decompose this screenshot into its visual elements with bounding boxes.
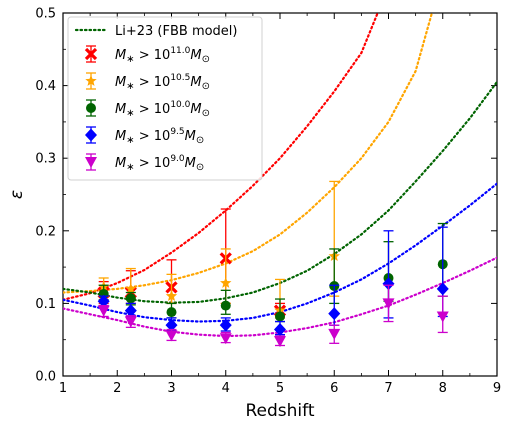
marker-diamond bbox=[85, 128, 97, 142]
y-tick-label: 0.4 bbox=[35, 79, 56, 94]
marker-diamond bbox=[124, 304, 137, 318]
marker-triangle-down bbox=[328, 328, 341, 340]
marker-diamond bbox=[219, 318, 232, 332]
marker-circle bbox=[86, 103, 96, 113]
marker-diamond bbox=[274, 323, 286, 337]
marker-x bbox=[84, 47, 98, 61]
marker-triangle-down bbox=[124, 316, 137, 328]
marker-circle bbox=[166, 307, 177, 318]
x-tick-label: 6 bbox=[330, 381, 338, 396]
marker-circle bbox=[275, 311, 285, 322]
marker-triangle-down bbox=[165, 330, 178, 342]
marker-diamond bbox=[328, 307, 341, 321]
marker-diamond bbox=[436, 282, 449, 296]
legend-model-label: Li+23 (FBB model) bbox=[115, 24, 238, 39]
x-tick-label: 8 bbox=[439, 381, 447, 396]
y-axis-label: ε bbox=[7, 190, 27, 199]
y-tick-label: 0.2 bbox=[35, 224, 56, 239]
marker-triangle-down bbox=[219, 333, 232, 345]
marker-circle bbox=[220, 300, 231, 311]
marker-diamond bbox=[165, 318, 178, 332]
marker-triangle-down bbox=[436, 311, 449, 323]
marker-star bbox=[165, 290, 178, 301]
series-4 bbox=[97, 284, 449, 348]
legend-label: M∗ > 109.0M⊙ bbox=[115, 154, 204, 173]
x-tick-label: 3 bbox=[167, 381, 175, 396]
marker-star bbox=[220, 277, 232, 288]
legend: Li+23 (FBB model) M∗ > 1011.0M⊙ M∗ > 1010.… bbox=[67, 16, 263, 181]
y-tick-label: 0.0 bbox=[35, 370, 56, 385]
legend-box bbox=[67, 16, 263, 181]
marker-triangle-down bbox=[382, 298, 395, 310]
marker-triangle-down bbox=[97, 305, 110, 317]
marker-star bbox=[85, 75, 97, 86]
marker-triangle-down bbox=[274, 336, 286, 348]
marker-triangle-down bbox=[85, 157, 97, 168]
plot-area bbox=[63, 13, 497, 348]
y-tick-label: 0.1 bbox=[35, 297, 56, 312]
x-tick-label: 5 bbox=[276, 381, 284, 396]
marker-diamond bbox=[97, 294, 110, 308]
legend-label: M∗ > 1010.0M⊙ bbox=[115, 100, 210, 119]
legend-label: M∗ > 1011.0M⊙ bbox=[115, 46, 210, 65]
x-tick-label: 9 bbox=[493, 381, 501, 396]
x-tick-label: 2 bbox=[113, 381, 121, 396]
legend-label: M∗ > 109.5M⊙ bbox=[115, 127, 204, 146]
x-tick-label: 1 bbox=[59, 381, 67, 396]
x-axis-label: Redshift bbox=[245, 401, 314, 421]
marker-circle bbox=[125, 293, 136, 304]
marker-diamond bbox=[382, 277, 395, 291]
legend-label: M∗ > 1010.5M⊙ bbox=[115, 73, 210, 92]
y-tick-label: 0.5 bbox=[35, 7, 56, 22]
x-tick-label: 7 bbox=[384, 381, 392, 396]
y-tick-label: 0.3 bbox=[35, 152, 56, 167]
marker-star bbox=[125, 282, 137, 294]
x-tick-label: 4 bbox=[222, 381, 230, 396]
series-3 bbox=[97, 226, 449, 337]
